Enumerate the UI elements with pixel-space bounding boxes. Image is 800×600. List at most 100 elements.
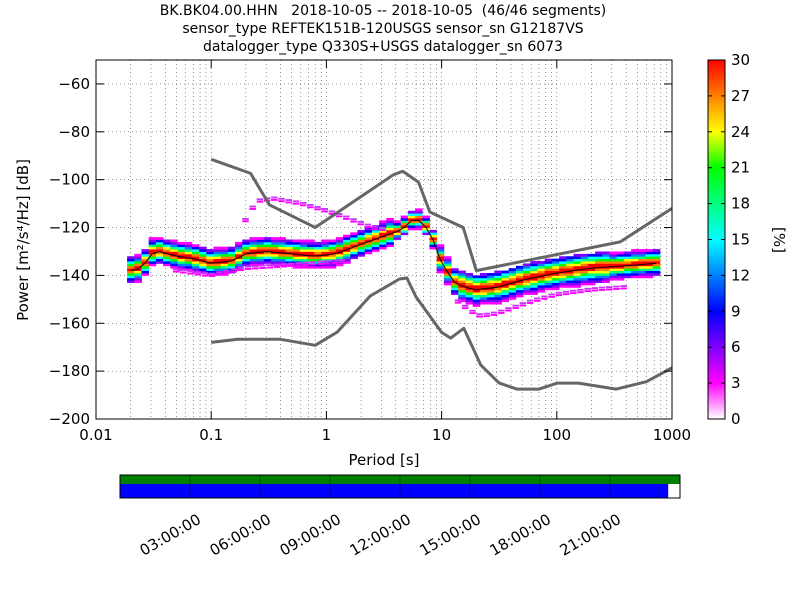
histogram-cell xyxy=(559,265,567,269)
histogram-cell xyxy=(199,261,207,264)
histogram-cell xyxy=(343,251,351,255)
histogram-cell xyxy=(652,265,661,269)
histogram-cell xyxy=(206,261,214,264)
x-tick-label: 0.1 xyxy=(199,426,223,444)
histogram-cell xyxy=(616,268,625,272)
histogram-cell xyxy=(321,239,330,243)
histogram-cell xyxy=(407,215,416,219)
histogram-cell xyxy=(163,249,171,252)
histogram-cell xyxy=(220,268,229,272)
x-axis-label: Period [s] xyxy=(348,451,419,469)
histogram-cell-sparse xyxy=(338,258,345,261)
histogram-cell xyxy=(213,251,222,255)
histogram-cell xyxy=(271,244,279,248)
histogram-cell xyxy=(537,289,546,293)
histogram-cell xyxy=(487,287,495,291)
histogram-cell xyxy=(191,268,200,272)
histogram-cell xyxy=(278,237,286,240)
histogram-cell xyxy=(242,256,250,260)
histogram-cell xyxy=(559,268,567,272)
histogram-cell xyxy=(623,256,632,260)
histogram-cell-sparse xyxy=(469,309,476,312)
histogram-cell xyxy=(580,273,589,276)
histogram-cell xyxy=(285,249,294,252)
histogram-cell xyxy=(587,282,596,286)
histogram-cell-sparse xyxy=(371,227,379,230)
histogram-cell xyxy=(321,251,330,255)
histogram-cell xyxy=(465,277,474,281)
histogram-cell xyxy=(580,280,589,283)
histogram-cell xyxy=(141,268,150,272)
histogram-cell-sparse xyxy=(350,220,357,223)
histogram-cell xyxy=(580,261,589,264)
histogram-cell xyxy=(436,246,445,250)
histogram-cell xyxy=(256,253,265,257)
histogram-cell-sparse xyxy=(570,289,577,292)
histogram-cell xyxy=(256,261,265,264)
histogram-cell xyxy=(573,265,582,269)
histogram-cell xyxy=(616,273,625,276)
histogram-cell-sparse xyxy=(577,288,584,291)
histogram-cell xyxy=(501,289,510,293)
histogram-cell xyxy=(515,270,524,274)
histogram-cell xyxy=(472,277,481,281)
histogram-cell xyxy=(587,258,596,262)
histogram-cell xyxy=(609,277,618,281)
histogram-cell xyxy=(508,284,517,288)
histogram-cell xyxy=(515,294,524,298)
histogram-cell xyxy=(350,253,358,257)
histogram-cell xyxy=(220,258,229,262)
histogram-cell xyxy=(407,210,416,214)
histogram-cell xyxy=(587,270,596,274)
histogram-cell xyxy=(220,251,229,255)
histogram-cell xyxy=(451,277,459,281)
histogram-cell xyxy=(573,261,582,264)
histogram-cell xyxy=(271,249,279,252)
histogram-cell xyxy=(235,244,243,248)
histogram-cell xyxy=(573,280,582,283)
histogram-cell xyxy=(623,273,632,276)
histogram-cell xyxy=(407,225,416,228)
histogram-cell xyxy=(220,249,229,252)
histogram-cell xyxy=(436,270,445,274)
histogram-cell xyxy=(451,292,459,295)
histogram-cell xyxy=(177,265,186,269)
histogram-cell-sparse xyxy=(476,313,483,316)
histogram-cell xyxy=(170,241,178,245)
histogram-cell xyxy=(328,246,337,250)
histogram-cell xyxy=(271,253,279,257)
histogram-cell xyxy=(609,273,618,276)
histogram-cell xyxy=(350,234,358,238)
histogram-cell xyxy=(263,237,272,240)
histogram-cell xyxy=(314,249,322,252)
histogram-cell xyxy=(458,292,466,295)
histogram-cell xyxy=(386,237,394,240)
histogram-cell xyxy=(537,273,546,276)
histogram-cell xyxy=(566,256,574,260)
histogram-cell-sparse xyxy=(331,259,338,262)
histogram-cell-sparse xyxy=(266,264,273,267)
histogram-cell xyxy=(242,246,250,250)
histogram-cell-sparse xyxy=(598,289,606,291)
histogram-cell xyxy=(537,263,546,267)
histogram-cell xyxy=(465,294,474,298)
histogram-cell xyxy=(177,241,186,245)
histogram-cell xyxy=(487,292,495,295)
histogram-cell xyxy=(278,256,286,260)
histogram-cell xyxy=(472,299,481,303)
histogram-cell xyxy=(321,249,330,252)
histogram-cell-sparse xyxy=(454,299,462,302)
histogram-cell xyxy=(199,249,207,252)
histogram-cell xyxy=(321,256,330,260)
histogram-cell-sparse xyxy=(295,262,302,265)
histogram-cell xyxy=(638,273,646,276)
histogram-cell xyxy=(242,263,250,267)
histogram-cell xyxy=(184,263,193,267)
histogram-cell xyxy=(249,261,258,264)
histogram-cell xyxy=(515,292,524,295)
histogram-cell xyxy=(170,249,178,252)
histogram-cell xyxy=(321,246,330,250)
histogram-cell xyxy=(436,263,445,267)
histogram-cell xyxy=(523,287,531,291)
psd-coverage-bar xyxy=(120,484,669,498)
